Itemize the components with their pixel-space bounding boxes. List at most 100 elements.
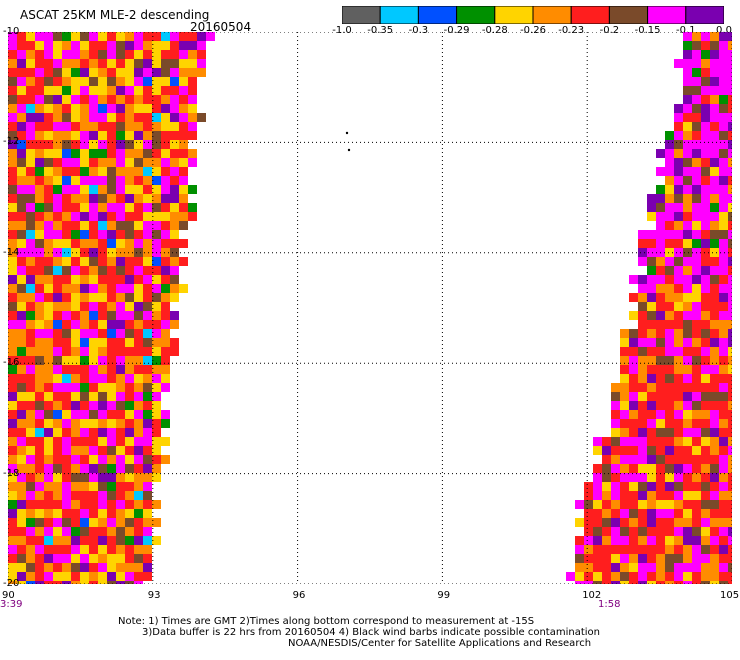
wind-cell [53,554,62,563]
wind-cell [44,437,53,446]
wind-cell [143,383,152,392]
wind-cell [62,59,71,68]
wind-cell [710,176,719,185]
wind-cell [161,113,170,122]
wind-cell [71,302,80,311]
wind-cell [17,239,26,248]
wind-cell [71,554,80,563]
wind-cell [134,203,143,212]
wind-cell [62,374,71,383]
wind-cell [17,320,26,329]
wind-cell [674,320,683,329]
wind-cell [62,464,71,473]
wind-cell [89,311,98,320]
wind-cell [143,545,152,554]
wind-cell [728,356,732,365]
wind-cell [125,482,134,491]
wind-cell [26,104,35,113]
wind-cell [674,482,683,491]
wind-cell [125,293,134,302]
wind-cell [719,536,728,545]
wind-cell [125,167,134,176]
swath-map [8,32,732,584]
wind-cell [674,473,683,482]
wind-cell [53,122,62,131]
wind-cell [98,194,107,203]
wind-cell [728,554,732,563]
wind-cell [161,239,170,248]
wind-cell [683,32,692,41]
wind-cell [719,428,728,437]
wind-cell [26,257,35,266]
time-left: 3:39 [0,599,23,610]
wind-cell [35,527,44,536]
wind-cell [53,68,62,77]
wind-cell [134,374,143,383]
wind-cell [692,320,701,329]
wind-cell [701,293,710,302]
wind-cell [710,347,719,356]
wind-cell [692,455,701,464]
wind-cell [665,509,674,518]
wind-cell [692,68,701,77]
wind-cell [584,545,593,554]
wind-cell [35,428,44,437]
wind-cell [107,158,116,167]
wind-cell [161,275,170,284]
wind-cell [638,491,647,500]
wind-cell [17,509,26,518]
wind-cell [17,32,26,41]
wind-cell [611,572,620,581]
wind-cell [17,131,26,140]
wind-cell [107,122,116,131]
wind-cell [134,356,143,365]
wind-cell [53,455,62,464]
wind-cell [98,581,107,584]
wind-cell [143,68,152,77]
wind-cell [602,581,611,584]
wind-cell [26,167,35,176]
wind-cell [125,77,134,86]
wind-cell [161,95,170,104]
wind-cell [143,518,152,527]
colorbar-label: -0.1 [676,25,696,36]
wind-cell [602,554,611,563]
wind-cell [80,410,89,419]
wind-cell [701,437,710,446]
wind-cell [80,581,89,584]
wind-cell [26,140,35,149]
wind-cell [161,410,170,419]
wind-cell [683,293,692,302]
wind-cell [116,158,125,167]
wind-cell [8,383,17,392]
wind-cell [98,275,107,284]
wind-cell [116,131,125,140]
wind-cell [710,230,719,239]
wind-cell [683,140,692,149]
wind-cell [692,167,701,176]
wind-cell [134,419,143,428]
wind-cell [710,383,719,392]
wind-cell [89,257,98,266]
wind-cell [710,167,719,176]
wind-cell [674,113,683,122]
wind-cell [98,500,107,509]
wind-cell [629,482,638,491]
lat-label: -18 [3,467,20,479]
wind-cell [80,32,89,41]
wind-cell [674,419,683,428]
wind-cell [98,266,107,275]
wind-cell [701,41,710,50]
wind-cell [692,329,701,338]
wind-cell [665,221,674,230]
wind-cell [179,32,188,41]
wind-cell [35,347,44,356]
wind-cell [665,338,674,347]
wind-cell [53,581,62,584]
wind-cell [701,329,710,338]
colorbar-swatch [685,6,724,24]
wind-cell [647,572,656,581]
wind-cell [620,581,629,584]
wind-cell [98,32,107,41]
wind-cell [125,338,134,347]
